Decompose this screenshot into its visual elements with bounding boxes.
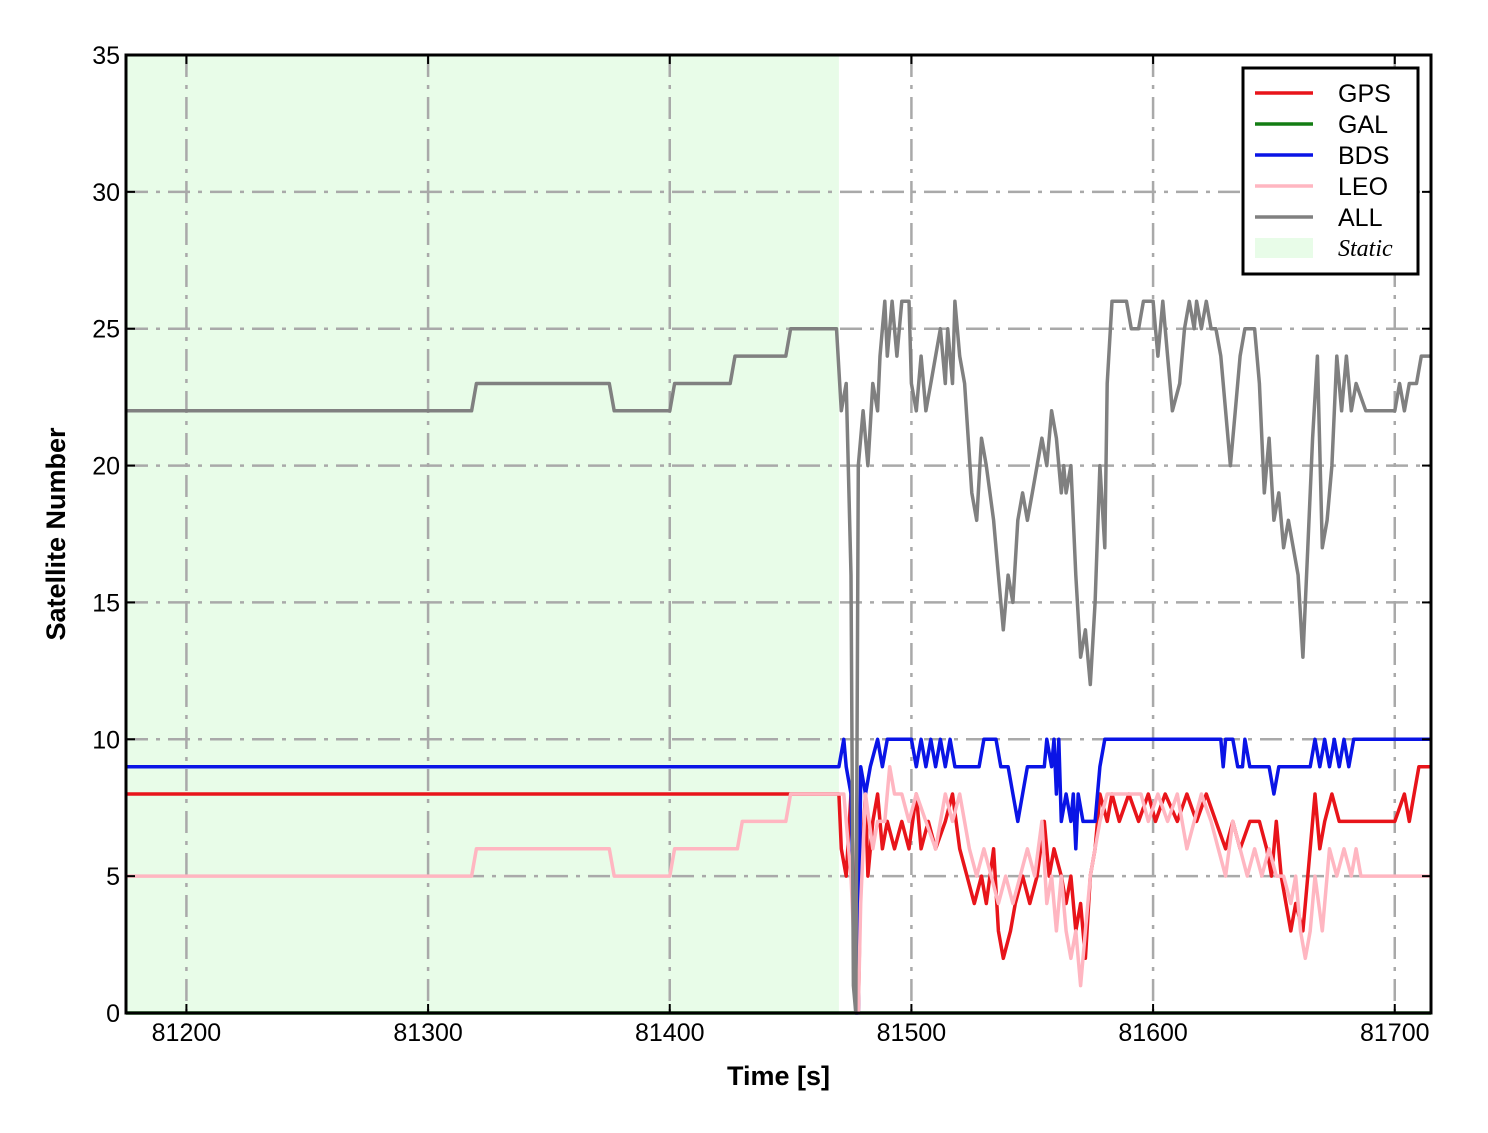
legend-swatch-static	[1255, 238, 1313, 258]
legend-label-static: Static	[1338, 236, 1393, 262]
x-axis-label: Time [s]	[727, 1061, 830, 1091]
x-tick-label: 81500	[877, 1019, 947, 1047]
y-tick-label: 25	[92, 316, 120, 344]
y-tick-label: 35	[92, 42, 120, 70]
axis-ticks: 81200 81300 81400 81500 81600 81700 0 5 10 15 20 25…	[92, 42, 1431, 1047]
legend: GPS GAL BDS LEO ALL Static	[1241, 66, 1420, 276]
y-tick-label: 5	[106, 863, 120, 891]
x-tick-label: 81200	[152, 1019, 222, 1047]
legend-label-leo: LEO	[1338, 173, 1388, 201]
y-tick-label: 0	[106, 1000, 120, 1028]
y-tick-label: 20	[92, 453, 120, 481]
series-line-all	[126, 299, 1431, 1015]
y-tick-label: 15	[92, 589, 120, 617]
y-axis-label: Satellite Number	[41, 427, 71, 641]
static-region	[126, 55, 839, 1013]
y-tick-label: 30	[92, 179, 120, 207]
x-tick-label: 81700	[1360, 1019, 1430, 1047]
legend-label-gps: GPS	[1338, 80, 1391, 108]
series-line-bds	[126, 737, 1431, 1015]
plot-frame	[124, 53, 1433, 1015]
legend-label-bds: BDS	[1338, 142, 1389, 170]
x-tick-label: 81300	[393, 1019, 463, 1047]
legend-label-gal: GAL	[1338, 111, 1388, 139]
legend-label-all: ALL	[1338, 204, 1383, 232]
x-tick-label: 81400	[635, 1019, 705, 1047]
y-tick-label: 10	[92, 726, 120, 754]
x-tick-label: 81600	[1118, 1019, 1188, 1047]
